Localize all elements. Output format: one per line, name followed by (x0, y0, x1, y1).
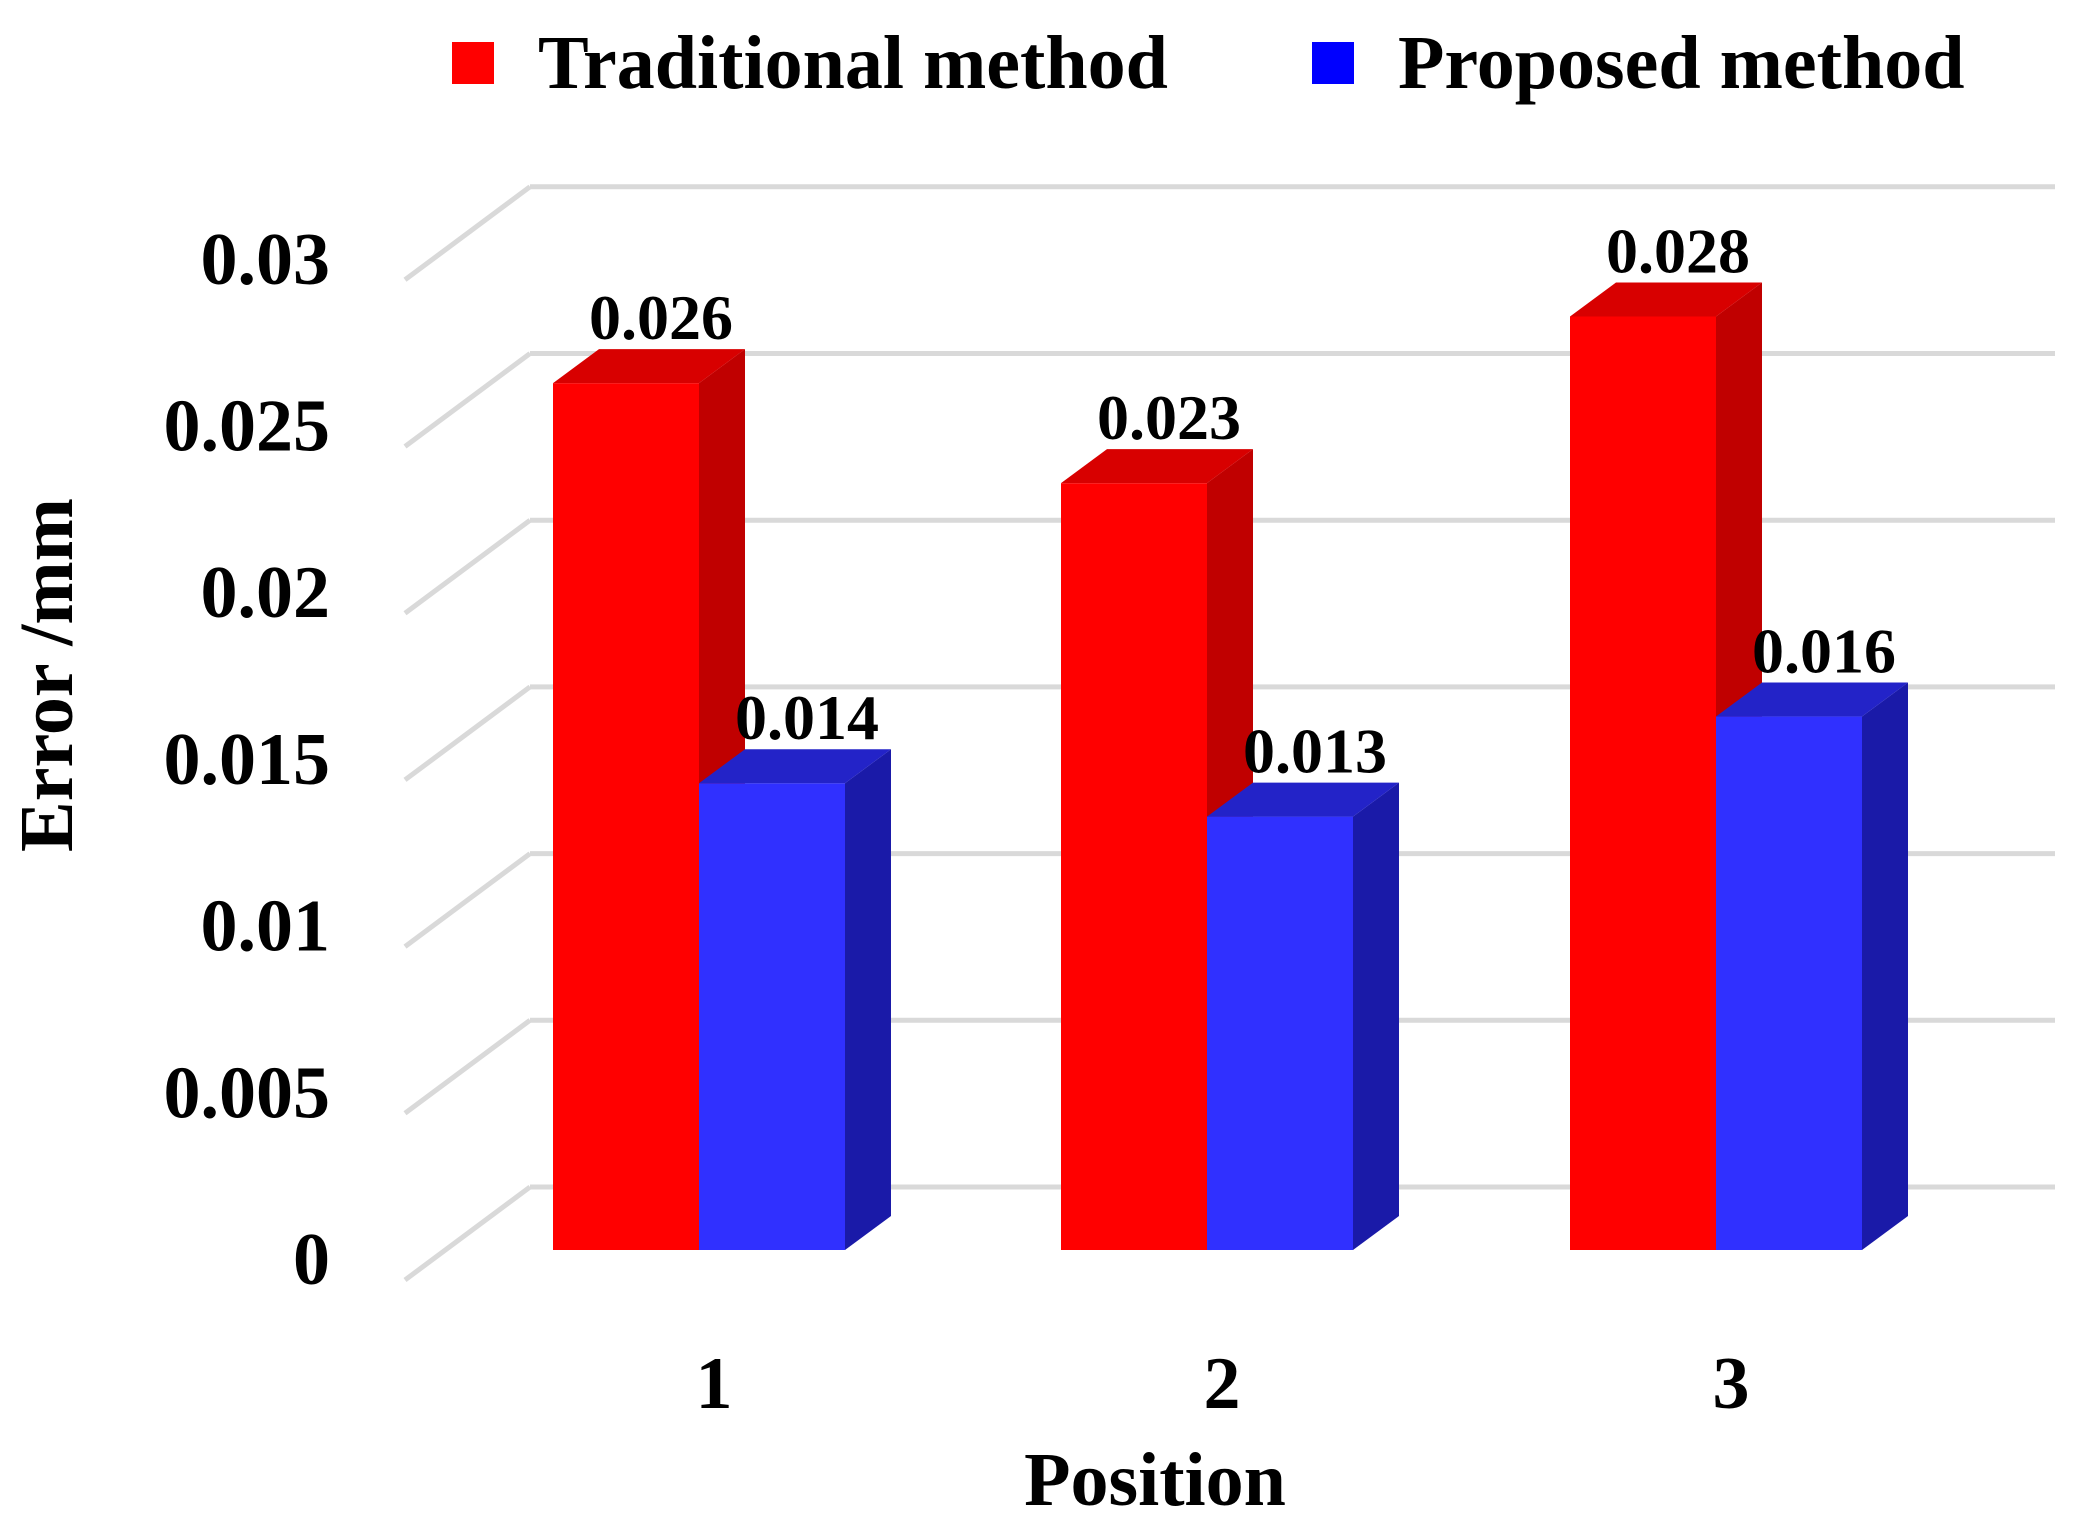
y-tick-label: 0.005 (164, 1052, 331, 1134)
data-label: 0.013 (1243, 716, 1387, 787)
y-axis-ticks: 0 0.005 0.01 0.015 0.02 0.025 0.03 (164, 219, 331, 1301)
data-labels: 0.026 0.014 0.023 0.013 0.028 0.016 (589, 215, 1896, 786)
y-tick-label: 0.025 (164, 386, 331, 468)
gridline (403, 517, 2055, 616)
legend-swatch-proposed (1312, 42, 1354, 84)
gridline (403, 351, 2055, 449)
legend: Traditional method Proposed method (452, 21, 1965, 105)
bars (553, 282, 1908, 1251)
bar (1570, 282, 1762, 1251)
data-label: 0.014 (735, 682, 879, 753)
legend-label-proposed: Proposed method (1398, 21, 1965, 105)
x-tick-label: 2 (1204, 1343, 1241, 1425)
y-tick-label: 0.015 (164, 719, 331, 801)
data-label: 0.026 (589, 282, 733, 353)
x-tick-label: 1 (696, 1343, 733, 1425)
x-axis-ticks: 1 2 3 (696, 1343, 1750, 1425)
bar (699, 749, 891, 1250)
y-tick-label: 0.02 (201, 552, 331, 634)
data-label: 0.023 (1097, 382, 1241, 453)
legend-label-traditional: Traditional method (538, 21, 1168, 105)
bar (1207, 782, 1399, 1250)
bar (1716, 682, 1908, 1250)
data-label: 0.016 (1752, 616, 1896, 687)
y-tick-label: 0.01 (201, 886, 331, 968)
y-tick-label: 0 (293, 1219, 330, 1301)
legend-swatch-traditional (452, 42, 494, 84)
y-tick-label: 0.03 (201, 219, 331, 301)
x-axis-title: Position (1024, 1438, 1286, 1522)
bar (1061, 449, 1253, 1250)
y-axis-title: Error /mm (5, 498, 89, 852)
data-label: 0.028 (1606, 215, 1750, 286)
x-tick-label: 3 (1713, 1343, 1750, 1425)
gridline (403, 184, 2055, 282)
